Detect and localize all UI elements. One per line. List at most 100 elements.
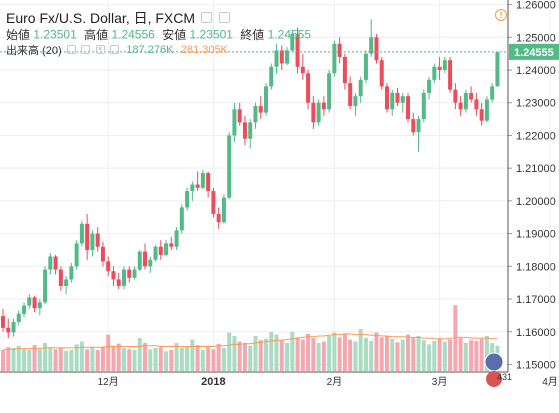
volume-bar	[1, 350, 5, 371]
price-tick-label: 1.18000	[516, 261, 556, 273]
settings-icon[interactable]	[201, 11, 213, 23]
price-tick-label: 1.23000	[516, 98, 556, 110]
volume-bar	[48, 347, 53, 371]
volume-bar	[258, 340, 263, 371]
volume-bar	[316, 343, 321, 371]
low-label: 安値	[162, 28, 187, 42]
price-tick-label: 1.15000	[516, 359, 556, 371]
volume-bar	[264, 338, 268, 371]
volume-bar	[43, 343, 48, 371]
volume-bar	[200, 350, 205, 371]
volume-bar	[232, 336, 237, 371]
volume-bar	[69, 350, 74, 371]
volume-bar	[153, 347, 158, 371]
candle-body	[453, 89, 458, 103]
volume-bar	[90, 347, 95, 371]
settings-icon[interactable]	[81, 44, 91, 54]
more-icon[interactable]	[110, 44, 119, 54]
time-tick-label: 3月	[432, 376, 448, 388]
volume-ma-line	[2, 333, 498, 351]
hide-icon[interactable]	[218, 11, 230, 23]
volume-bar	[421, 340, 426, 371]
candle-body	[185, 191, 190, 208]
candle-body	[264, 86, 268, 113]
volume-bar	[332, 332, 337, 371]
candle-body	[353, 96, 358, 107]
volume-bar	[185, 346, 190, 371]
candle-body	[211, 191, 216, 214]
candle-body	[411, 119, 416, 133]
candle-body	[116, 279, 121, 286]
volume-bar	[416, 336, 421, 371]
candle-body	[158, 246, 163, 255]
volume-bar	[16, 345, 21, 371]
candle-body	[179, 207, 184, 231]
volume-bar	[311, 338, 316, 371]
close-icon[interactable]: ×	[95, 44, 105, 54]
candle-body	[64, 279, 69, 286]
volume-bar	[169, 350, 174, 371]
volume-bar	[216, 343, 221, 371]
candle-body	[48, 256, 53, 270]
candle-body	[200, 173, 205, 188]
volume-bar	[337, 337, 342, 371]
candle-body	[495, 52, 500, 87]
volume-bar	[27, 350, 32, 371]
volume-bar	[300, 339, 305, 371]
candle-body	[74, 243, 79, 267]
open-value: 1.23501	[33, 27, 77, 42]
candle-body	[1, 316, 5, 328]
volume-bar	[390, 338, 395, 371]
candle-body	[90, 233, 95, 250]
price-tick-label: 1.19000	[516, 229, 556, 241]
candle-body	[190, 184, 195, 192]
volume-bar	[469, 340, 474, 371]
volume-bar	[6, 347, 11, 371]
candle-body	[274, 50, 279, 67]
candle-body	[132, 269, 137, 278]
candle-body	[37, 302, 42, 309]
candle-body	[32, 297, 37, 309]
last-price-label: 1.24555	[514, 47, 554, 59]
candle-body	[22, 305, 27, 314]
candle-body	[484, 99, 489, 121]
candle-body	[279, 50, 284, 64]
volume-bar	[474, 340, 479, 371]
low-value: 1.23501	[189, 27, 233, 42]
close-value: 1.24555	[267, 27, 312, 42]
volume-bar	[11, 347, 16, 371]
time-tick-label: 12月	[98, 376, 119, 388]
volume-bar	[348, 339, 353, 371]
volume-bar	[143, 343, 148, 371]
volume-bar	[448, 339, 453, 371]
candle-body	[479, 109, 484, 121]
price-tick-label: 1.17000	[516, 294, 556, 306]
plot-area	[0, 0, 508, 372]
volume-bar	[164, 351, 169, 371]
volume-bar	[32, 345, 37, 371]
volume-bar	[400, 339, 405, 371]
eye-icon[interactable]	[66, 44, 76, 54]
volume-bar	[432, 340, 437, 371]
volume-bar	[369, 340, 374, 371]
volume-bar	[100, 346, 105, 371]
volume-bar	[484, 336, 489, 371]
candle-body	[306, 73, 311, 103]
volume-bar	[85, 349, 90, 371]
volume-label: 出来高 (20)	[6, 45, 62, 57]
volume-bar	[227, 332, 232, 371]
volume-bar	[406, 334, 411, 371]
volume-bar	[53, 349, 58, 371]
notification-icon	[486, 371, 502, 387]
candle-body	[374, 37, 379, 61]
exclamation-icon[interactable]: !	[495, 9, 507, 21]
candle-body	[300, 66, 305, 74]
volume-bar	[285, 343, 290, 371]
candle-body	[390, 92, 395, 110]
close-label: 終値	[240, 28, 265, 42]
candle-body	[206, 173, 211, 192]
volume-bar	[306, 333, 311, 371]
volume-bar	[132, 350, 137, 371]
candle-body	[416, 119, 421, 133]
